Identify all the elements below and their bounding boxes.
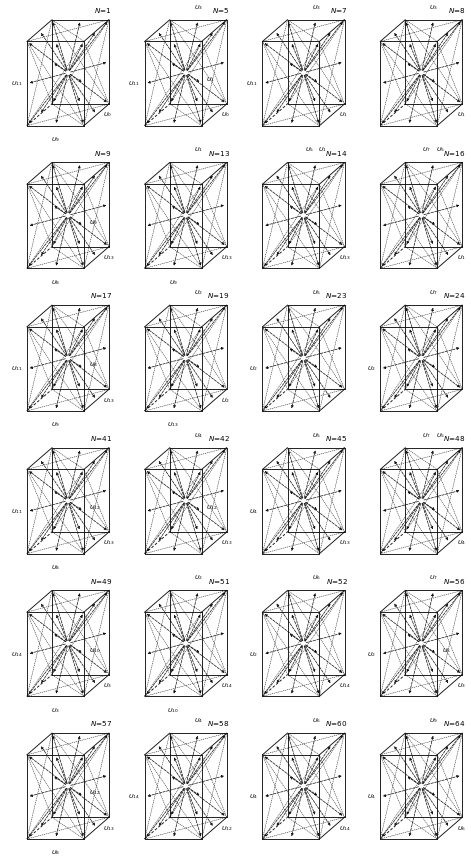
Text: $U_{1}$: $U_{1}$	[194, 146, 203, 154]
Text: $N\!=\!16$: $N\!=\!16$	[443, 149, 466, 158]
Text: $N\!=\!8$: $N\!=\!8$	[447, 6, 466, 15]
Text: $U_{11}$: $U_{11}$	[11, 365, 23, 373]
Text: $N\!=\!14$: $N\!=\!14$	[325, 149, 348, 158]
Text: $U_{12}$: $U_{12}$	[89, 788, 100, 797]
Text: $U_{3}$: $U_{3}$	[311, 3, 320, 12]
Text: $N\!=\!23$: $N\!=\!23$	[325, 292, 348, 300]
Text: $U_{8}$: $U_{8}$	[89, 360, 97, 369]
Text: $U_{9}$: $U_{9}$	[51, 135, 60, 144]
Text: $N\!=\!24$: $N\!=\!24$	[443, 292, 466, 300]
Text: $U_{11}$: $U_{11}$	[129, 79, 140, 88]
Text: $U_{2}$: $U_{2}$	[221, 395, 230, 405]
Text: $U_{9}$: $U_{9}$	[89, 217, 97, 227]
Text: $U_{13}$: $U_{13}$	[221, 253, 233, 262]
Text: $U_{13}$: $U_{13}$	[103, 253, 115, 262]
Text: $U_{9}$: $U_{9}$	[51, 420, 60, 430]
Text: $U_{2}$: $U_{2}$	[367, 365, 376, 373]
Text: $N\!=\!7$: $N\!=\!7$	[330, 6, 348, 15]
Text: $U_{5}$: $U_{5}$	[305, 146, 314, 154]
Text: $N\!=\!64$: $N\!=\!64$	[443, 720, 466, 728]
Text: $U_{7}$: $U_{7}$	[422, 146, 431, 154]
Text: $U_{13}$: $U_{13}$	[103, 395, 115, 405]
Text: $N\!=\!49$: $N\!=\!49$	[90, 577, 113, 586]
Text: $U_{4}$: $U_{4}$	[249, 793, 258, 801]
Text: $U_{0}$: $U_{0}$	[103, 110, 112, 119]
Text: $N\!=\!60$: $N\!=\!60$	[325, 720, 348, 728]
Text: $U_{1}$: $U_{1}$	[456, 253, 465, 262]
Text: $U_{2}$: $U_{2}$	[194, 574, 203, 582]
Text: $U_{7}$: $U_{7}$	[422, 431, 431, 440]
Text: $U_{3}$: $U_{3}$	[429, 3, 438, 12]
Text: $U_{3}$: $U_{3}$	[194, 3, 203, 12]
Text: $N\!=\!56$: $N\!=\!56$	[443, 577, 466, 586]
Text: $U_{11}$: $U_{11}$	[246, 79, 258, 88]
Text: $U_{7}$: $U_{7}$	[429, 288, 438, 297]
Text: $U_{5}$: $U_{5}$	[442, 645, 451, 655]
Text: $U_{4}$: $U_{4}$	[194, 716, 203, 725]
Text: $U_{9}$: $U_{9}$	[429, 716, 439, 725]
Text: $U_{6}$: $U_{6}$	[456, 823, 466, 833]
Text: $U_{8}$: $U_{8}$	[51, 848, 60, 856]
Text: $U_{13}$: $U_{13}$	[103, 538, 115, 547]
Text: $U_{2}$: $U_{2}$	[249, 365, 258, 373]
Text: $U_{10}$: $U_{10}$	[89, 645, 100, 655]
Text: $U_{4}$: $U_{4}$	[366, 793, 376, 801]
Text: $N\!=\!45$: $N\!=\!45$	[325, 434, 348, 443]
Text: $N\!=\!5$: $N\!=\!5$	[212, 6, 230, 15]
Text: $U_{2}$: $U_{2}$	[367, 650, 376, 658]
Text: $U_{12}$: $U_{12}$	[206, 503, 218, 512]
Text: $U_{11}$: $U_{11}$	[11, 79, 23, 88]
Text: $U_{12}$: $U_{12}$	[89, 503, 100, 512]
Text: $U_{13}$: $U_{13}$	[103, 823, 115, 833]
Text: $U_{5}$: $U_{5}$	[436, 146, 445, 154]
Text: $U_{1}$: $U_{1}$	[206, 75, 215, 84]
Text: $U_{2}$: $U_{2}$	[194, 288, 203, 297]
Text: $N\!=\!58$: $N\!=\!58$	[208, 720, 230, 728]
Text: $U_{14}$: $U_{14}$	[221, 681, 233, 690]
Text: $U_{2}$: $U_{2}$	[249, 650, 258, 658]
Text: $U_{14}$: $U_{14}$	[128, 793, 140, 801]
Text: $N\!=\!19$: $N\!=\!19$	[208, 292, 230, 300]
Text: $U_{14}$: $U_{14}$	[10, 650, 23, 658]
Text: $U_{11}$: $U_{11}$	[11, 507, 23, 516]
Text: $U_{13}$: $U_{13}$	[339, 253, 350, 262]
Text: $U_{6}$: $U_{6}$	[311, 574, 321, 582]
Text: $U_{1}$: $U_{1}$	[318, 146, 327, 154]
Text: $U_{9}$: $U_{9}$	[169, 278, 178, 287]
Text: $U_{1}$: $U_{1}$	[456, 110, 465, 119]
Text: $N\!=\!57$: $N\!=\!57$	[90, 720, 113, 728]
Text: $U_{3}$: $U_{3}$	[103, 681, 112, 690]
Text: $U_{4}$: $U_{4}$	[249, 507, 258, 516]
Text: $N\!=\!17$: $N\!=\!17$	[90, 292, 113, 300]
Text: $U_{1}$: $U_{1}$	[339, 110, 348, 119]
Text: $U_{8}$: $U_{8}$	[51, 278, 60, 287]
Text: $U_{14}$: $U_{14}$	[339, 823, 351, 833]
Text: $U_{5}$: $U_{5}$	[311, 288, 321, 297]
Text: $N\!=\!41$: $N\!=\!41$	[90, 434, 113, 443]
Text: $N\!=\!1$: $N\!=\!1$	[95, 6, 113, 15]
Text: $U_{14}$: $U_{14}$	[339, 681, 351, 690]
Text: $U_{3}$: $U_{3}$	[51, 706, 60, 715]
Text: $U_{3}$: $U_{3}$	[456, 681, 465, 690]
Text: $U_{8}$: $U_{8}$	[51, 563, 60, 572]
Text: $U_{0}$: $U_{0}$	[221, 110, 230, 119]
Text: $U_{10}$: $U_{10}$	[167, 706, 179, 715]
Text: $U_{4}$: $U_{4}$	[456, 538, 466, 547]
Text: $U_{5}$: $U_{5}$	[311, 431, 321, 440]
Text: $U_{6}$: $U_{6}$	[311, 716, 321, 725]
Text: $U_{4}$: $U_{4}$	[194, 431, 203, 440]
Text: $N\!=\!9$: $N\!=\!9$	[94, 149, 113, 158]
Text: $N\!=\!13$: $N\!=\!13$	[208, 149, 230, 158]
Text: $N\!=\!51$: $N\!=\!51$	[208, 577, 230, 586]
Text: $U_{7}$: $U_{7}$	[429, 574, 438, 582]
Text: $N\!=\!42$: $N\!=\!42$	[208, 434, 230, 443]
Text: $U_{13}$: $U_{13}$	[167, 420, 179, 430]
Text: $U_{13}$: $U_{13}$	[339, 538, 350, 547]
Text: $N\!=\!52$: $N\!=\!52$	[325, 577, 348, 586]
Text: $U_{5}$: $U_{5}$	[436, 431, 445, 440]
Text: $U_{12}$: $U_{12}$	[221, 823, 233, 833]
Text: $U_{13}$: $U_{13}$	[221, 538, 233, 547]
Text: $N\!=\!48$: $N\!=\!48$	[443, 434, 466, 443]
